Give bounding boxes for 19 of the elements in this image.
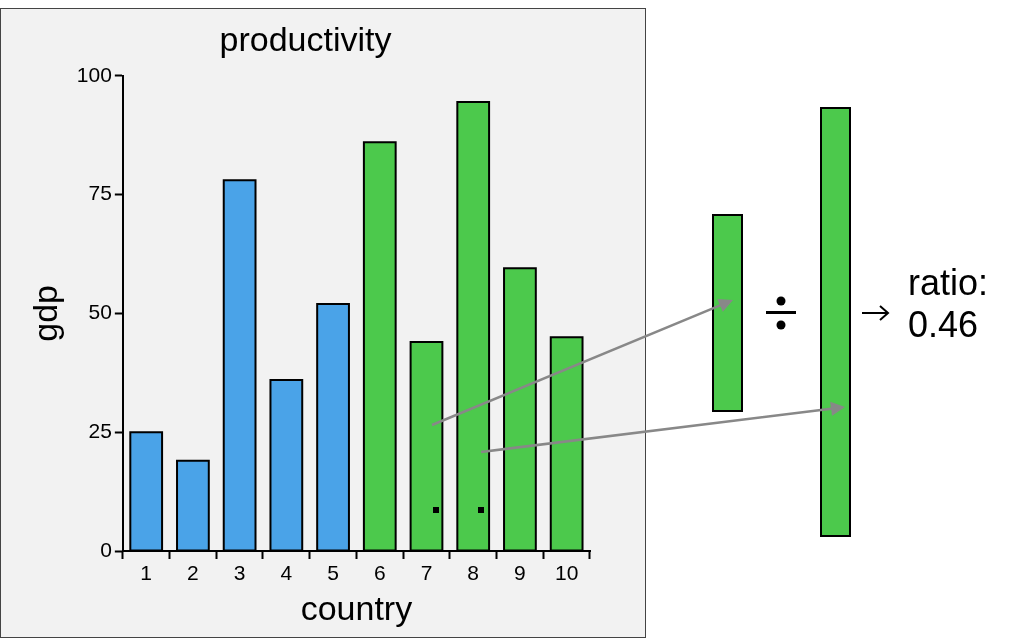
x-tick-label: 7 xyxy=(420,561,433,585)
x-tick-label: 1 xyxy=(140,561,153,585)
x-tick-label: 9 xyxy=(514,561,526,585)
y-tick-label: 75 xyxy=(88,181,112,205)
x-tick-label: 5 xyxy=(327,561,339,585)
x-tick-label: 2 xyxy=(187,561,199,585)
y-tick-label: 25 xyxy=(88,419,112,442)
y-tick-label: 0 xyxy=(100,537,112,561)
x-tick-label: 3 xyxy=(233,561,246,585)
text: ratio: 0.46 xyxy=(908,262,990,346)
chart-title: productivity xyxy=(219,19,392,58)
x-tick-label: 4 xyxy=(280,561,293,585)
y-tick-label: 50 xyxy=(88,300,112,324)
y-axis-title: gdp xyxy=(25,285,64,342)
y-tick-label: 100 xyxy=(76,62,112,86)
x-tick-label: 6 xyxy=(373,561,386,585)
x-axis-title: country xyxy=(300,588,413,627)
x-tick-label: 10 xyxy=(554,561,579,585)
x-tick-label: 8 xyxy=(467,561,480,585)
